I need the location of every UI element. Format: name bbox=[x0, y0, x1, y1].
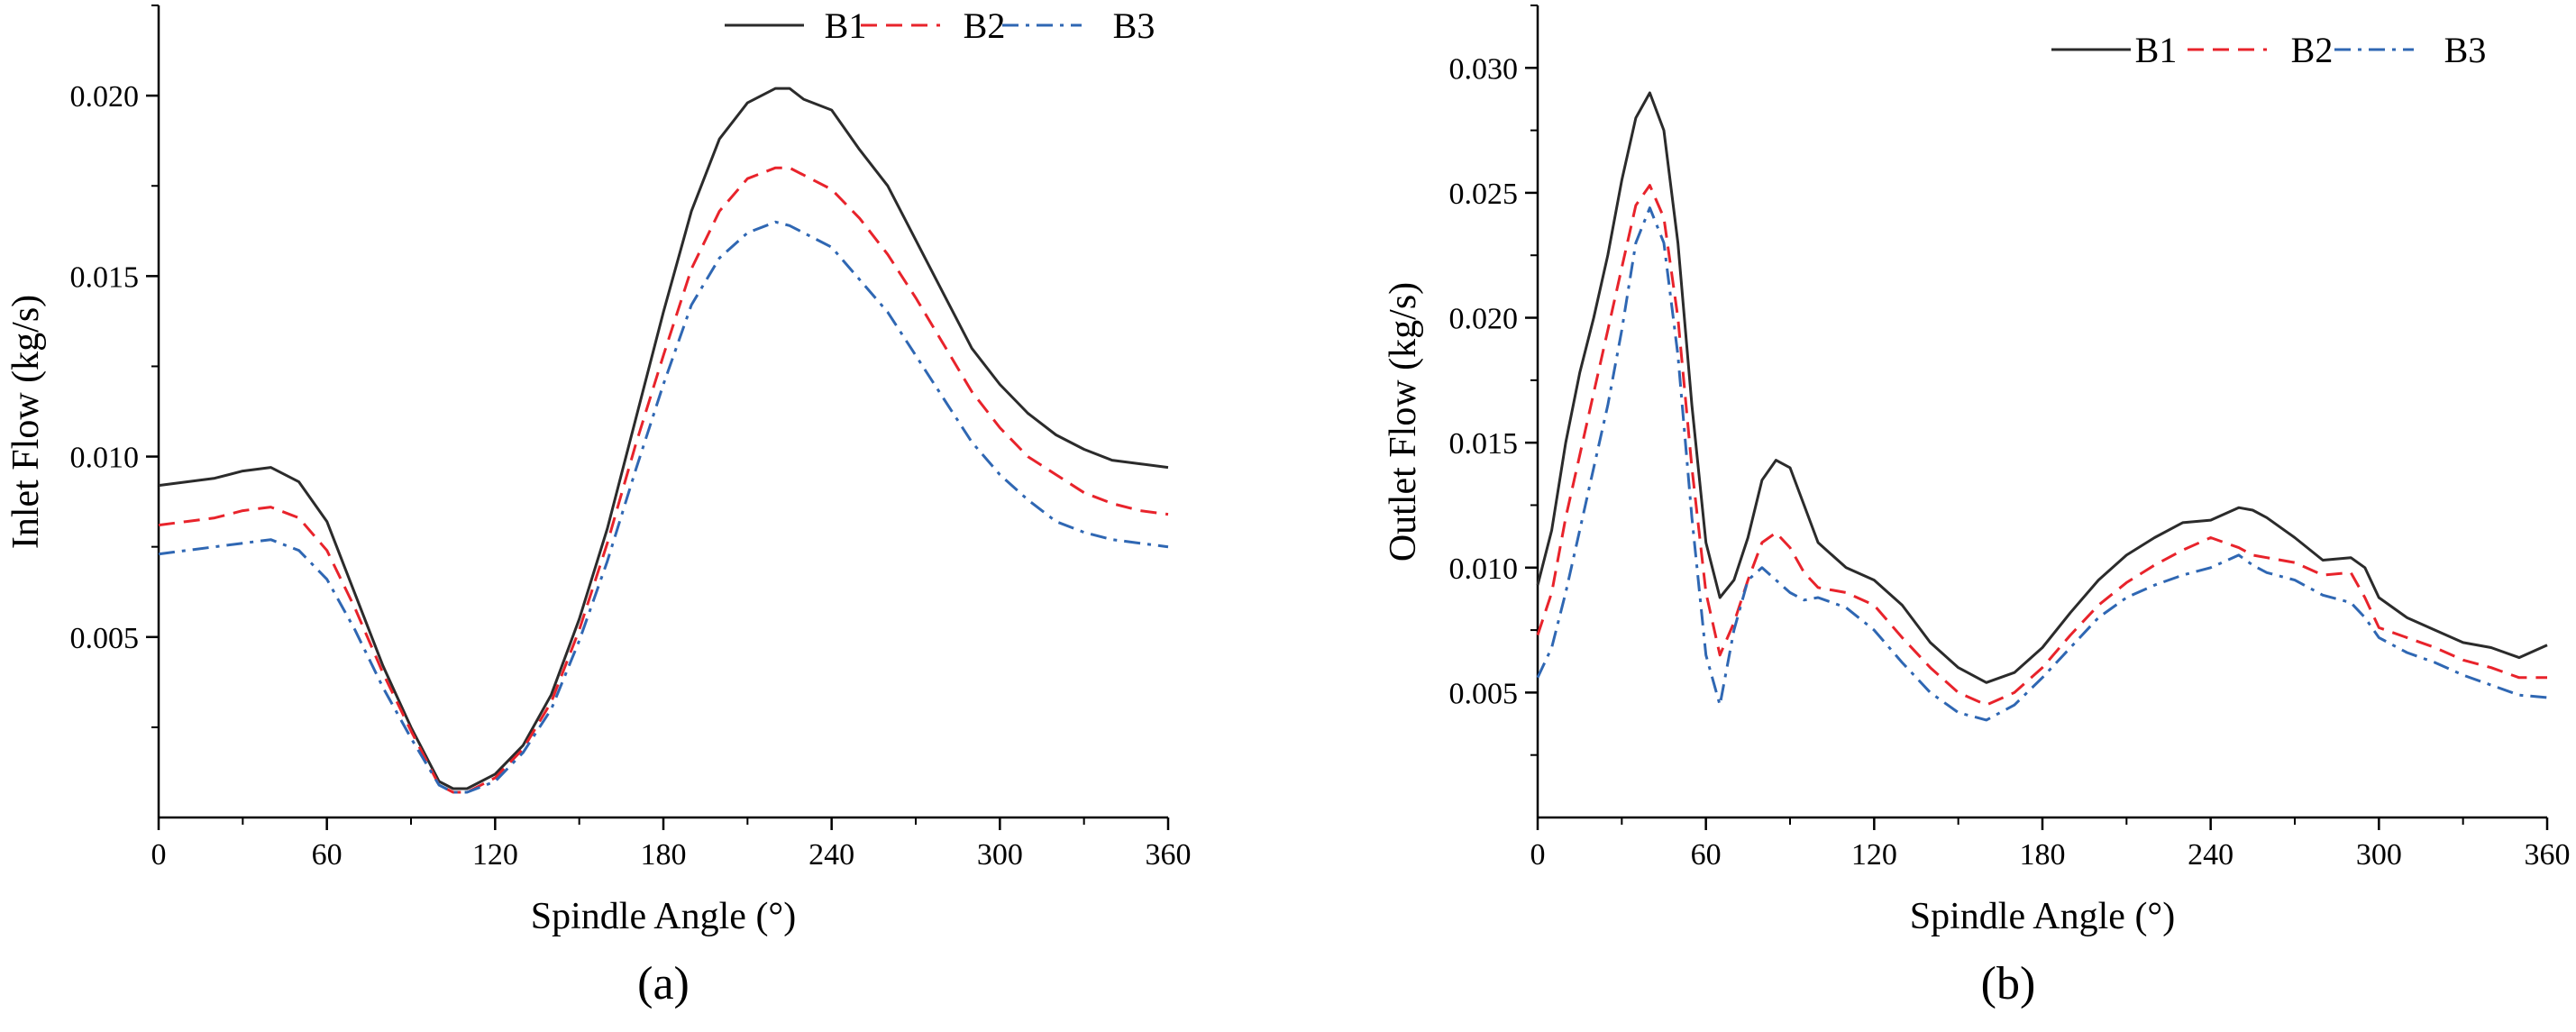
series-line-b3 bbox=[1536, 206, 2548, 722]
series-line-b2 bbox=[158, 166, 1169, 794]
series-line-b3 bbox=[158, 220, 1169, 794]
y-axis-title: Inlet Flow (kg/s) bbox=[5, 295, 47, 549]
x-tick-label: 300 bbox=[2356, 838, 2402, 872]
x-tick-label: 360 bbox=[1146, 838, 1192, 872]
x-tick-label: 0 bbox=[1530, 838, 1546, 872]
panel-caption: (b) bbox=[1981, 958, 2036, 1009]
y-tick-label: 0.015 bbox=[70, 260, 140, 294]
chart-panel-a: 0 60 120 180 240 300 360 0.005 0.010 0.015 0.020 Sp… bbox=[5, 5, 1192, 1009]
series-line-b1 bbox=[1536, 91, 2548, 684]
x-tick-label: 180 bbox=[641, 838, 687, 872]
legend-label-b1: B1 bbox=[825, 5, 867, 46]
y-tick-label: 0.020 bbox=[1449, 303, 1519, 336]
legend-label-b3: B3 bbox=[2444, 30, 2487, 70]
legend-label-b2: B2 bbox=[964, 5, 1006, 46]
x-tick-label: 120 bbox=[472, 838, 518, 872]
legend-label-b2: B2 bbox=[2291, 30, 2334, 70]
x-tick-label: 60 bbox=[1691, 838, 1722, 872]
x-tick-label: 360 bbox=[2525, 838, 2571, 872]
y-tick-label: 0.005 bbox=[70, 622, 140, 655]
x-axis-title: Spindle Angle (°) bbox=[1910, 896, 2175, 937]
y-tick-label: 0.010 bbox=[70, 442, 140, 475]
x-tick-label: 0 bbox=[151, 838, 167, 872]
y-tick-label: 0.030 bbox=[1449, 52, 1519, 86]
series-line-b1 bbox=[158, 87, 1169, 790]
y-tick-label: 0.015 bbox=[1449, 427, 1519, 461]
x-tick-label: 120 bbox=[1851, 838, 1897, 872]
chart-panel-b: 0 60 120 180 240 300 360 0.005 0.010 0.015 0.020 0.… bbox=[1383, 5, 2571, 1009]
y-tick-label: 0.020 bbox=[70, 80, 140, 114]
x-tick-label: 240 bbox=[2188, 838, 2233, 872]
legend-label-b1: B1 bbox=[2135, 30, 2178, 70]
x-tick-label: 300 bbox=[977, 838, 1023, 872]
x-axis-title: Spindle Angle (°) bbox=[531, 896, 796, 937]
y-tick-label: 0.005 bbox=[1449, 677, 1519, 710]
x-tick-label: 240 bbox=[808, 838, 854, 872]
x-tick-label: 60 bbox=[312, 838, 343, 872]
legend-label-b3: B3 bbox=[1113, 5, 1156, 46]
x-tick-label: 180 bbox=[2020, 838, 2066, 872]
series-line-b2 bbox=[1536, 184, 2547, 707]
panel-caption: (a) bbox=[637, 958, 690, 1009]
y-tick-label: 0.010 bbox=[1449, 553, 1519, 586]
y-axis-title: Outlet Flow (kg/s) bbox=[1383, 282, 1424, 562]
y-tick-label: 0.025 bbox=[1449, 178, 1519, 211]
